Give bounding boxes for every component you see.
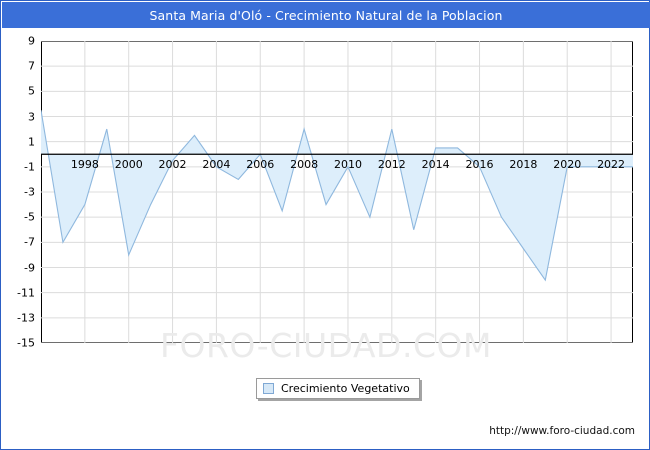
y-axis-tick-label: 1 bbox=[28, 135, 35, 149]
x-axis-tick-label: 2020 bbox=[553, 158, 582, 172]
x-axis-tick-label: 1998 bbox=[70, 158, 99, 172]
y-axis-tick-label: 3 bbox=[28, 110, 35, 123]
x-axis-tick-label: 2004 bbox=[202, 158, 231, 172]
y-axis-tick-label: -3 bbox=[24, 185, 35, 199]
x-axis-tick-label: 2018 bbox=[509, 158, 538, 172]
legend-swatch-icon bbox=[263, 383, 274, 394]
legend-label: Crecimiento Vegetativo bbox=[281, 382, 410, 395]
chart-canvas bbox=[41, 41, 633, 343]
x-axis-tick-label: 2016 bbox=[465, 158, 494, 172]
window-title-bar: Santa Maria d'Oló - Crecimiento Natural … bbox=[2, 2, 650, 28]
y-axis-tick-label: 7 bbox=[28, 59, 35, 73]
y-axis-tick-label: -5 bbox=[24, 210, 35, 224]
y-axis-tick-label: -11 bbox=[17, 286, 35, 300]
x-axis-tick-label: 2010 bbox=[333, 158, 362, 172]
y-axis-tick-label: -15 bbox=[17, 336, 35, 350]
x-axis-tick-label: 2002 bbox=[158, 158, 187, 172]
x-axis-tick-label: 2000 bbox=[114, 158, 143, 172]
y-axis-tick-label: -1 bbox=[24, 160, 35, 174]
x-axis-tick-label: 2014 bbox=[421, 158, 450, 172]
footer-url: http://www.foro-ciudad.com bbox=[489, 425, 635, 437]
y-axis-tick-label: -9 bbox=[24, 261, 35, 274]
chart-legend: Crecimiento Vegetativo bbox=[256, 378, 420, 399]
x-axis-tick-label: 2022 bbox=[597, 158, 626, 172]
y-axis-tick-label: -7 bbox=[24, 235, 35, 249]
x-axis-tick-label: 2006 bbox=[246, 158, 275, 172]
page-title: Santa Maria d'Oló - Crecimiento Natural … bbox=[149, 7, 503, 23]
x-axis-tick-label: 2008 bbox=[290, 158, 319, 172]
y-axis-tick-label: 9 bbox=[28, 34, 35, 48]
x-axis-tick-label: 2012 bbox=[377, 158, 406, 172]
plot-area bbox=[41, 41, 633, 343]
y-axis-tick-label: 5 bbox=[28, 84, 35, 98]
y-axis-tick-label: -13 bbox=[17, 311, 35, 325]
